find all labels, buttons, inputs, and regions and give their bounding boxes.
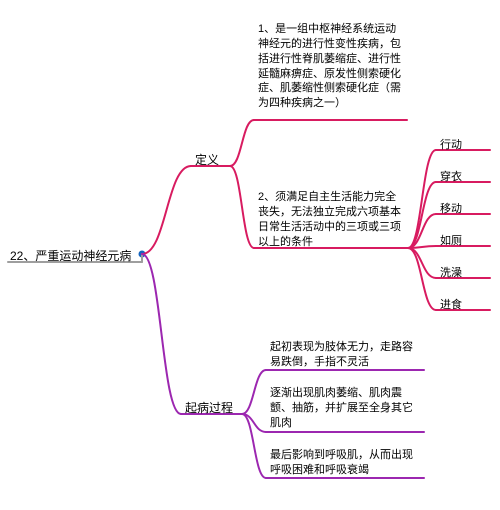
- leaf-a4: 如厕: [440, 234, 486, 249]
- node-p3: 最后影响到呼吸肌，从而出现呼吸困难和呼吸衰竭: [270, 448, 420, 478]
- node-def1: 1、是一组中枢神经系统运动神经元的进行性变性疾病，包括进行性脊肌萎缩症、进行性延…: [258, 22, 403, 111]
- branch-proc: 起病过程: [185, 400, 237, 416]
- leaf-a5: 洗澡: [440, 266, 486, 281]
- node-p2: 逐渐出现肌肉萎缩、肌肉震颤、抽筋，并扩展至全身其它肌肉: [270, 386, 420, 431]
- leaf-a3: 移动: [440, 202, 486, 217]
- leaf-a6: 进食: [440, 298, 486, 313]
- leaf-a1: 行动: [440, 138, 486, 153]
- leaf-a2: 穿衣: [440, 170, 486, 185]
- node-p1: 起初表现为肢体无力，走路容易跌倒，手指不灵活: [270, 340, 420, 370]
- root-node: 22、严重运动神经元病: [10, 248, 140, 264]
- branch-def: 定义: [195, 152, 225, 168]
- node-def2: 2、须满足自主生活能力完全丧失，无法独立完成六项基本日常生活活动中的三项或三项以…: [258, 190, 403, 249]
